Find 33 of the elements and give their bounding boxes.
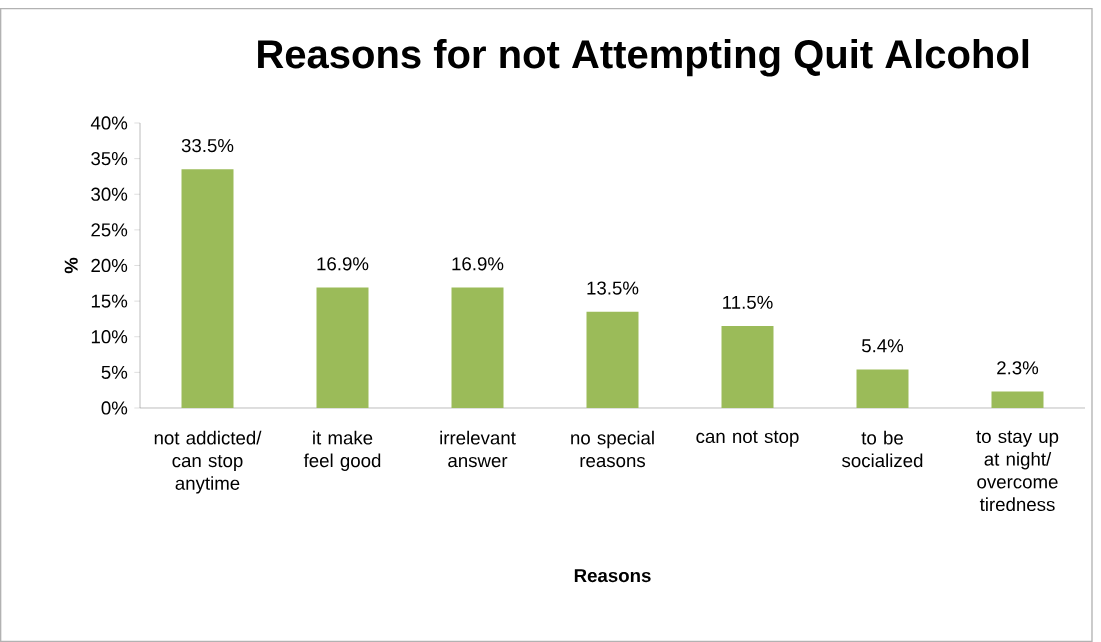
y-tick-label: 25% [91, 223, 128, 237]
bar [856, 369, 909, 408]
data-label: 2.3% [997, 361, 1039, 375]
data-label: 5.4% [861, 339, 904, 353]
x-tick-label: not addicted/ can stop anytime [154, 430, 262, 494]
data-label: 16.9% [452, 257, 504, 271]
x-tick-label: to be socialized [842, 430, 923, 468]
y-tick-label: 0% [101, 401, 128, 415]
y-tick-label: 15% [91, 294, 128, 308]
data-label: 16.9% [317, 257, 369, 271]
data-label: 11.5% [723, 295, 773, 309]
bar [451, 287, 504, 408]
bar [316, 287, 369, 408]
y-tick-label: 40% [90, 116, 128, 130]
data-label: 33.5% [181, 138, 234, 153]
x-tick-label: can not stop [696, 430, 799, 447]
y-tick-label: 35% [91, 152, 128, 166]
bar [586, 311, 639, 408]
x-tick-label: to stay up at night/ overcome tiredness [976, 430, 1059, 512]
bar [181, 169, 234, 408]
bar [991, 391, 1044, 408]
x-tick-label: irrelevant answer [440, 430, 516, 468]
data-label: 13.5% [587, 281, 639, 295]
chart-title: Reasons for not Attempting Quit Alcohol [258, 39, 1029, 77]
y-axis-title: % [64, 257, 78, 274]
x-axis-title: Reasons [574, 569, 651, 583]
x-tick-label: no special reasons [571, 430, 654, 468]
bar [721, 326, 774, 408]
y-tick-label: 20% [91, 258, 128, 273]
y-tick-label: 5% [101, 365, 128, 379]
x-tick-label: it make feel good [303, 430, 381, 471]
y-tick-label: 30% [91, 187, 128, 201]
y-tick-label: 10% [91, 330, 128, 344]
